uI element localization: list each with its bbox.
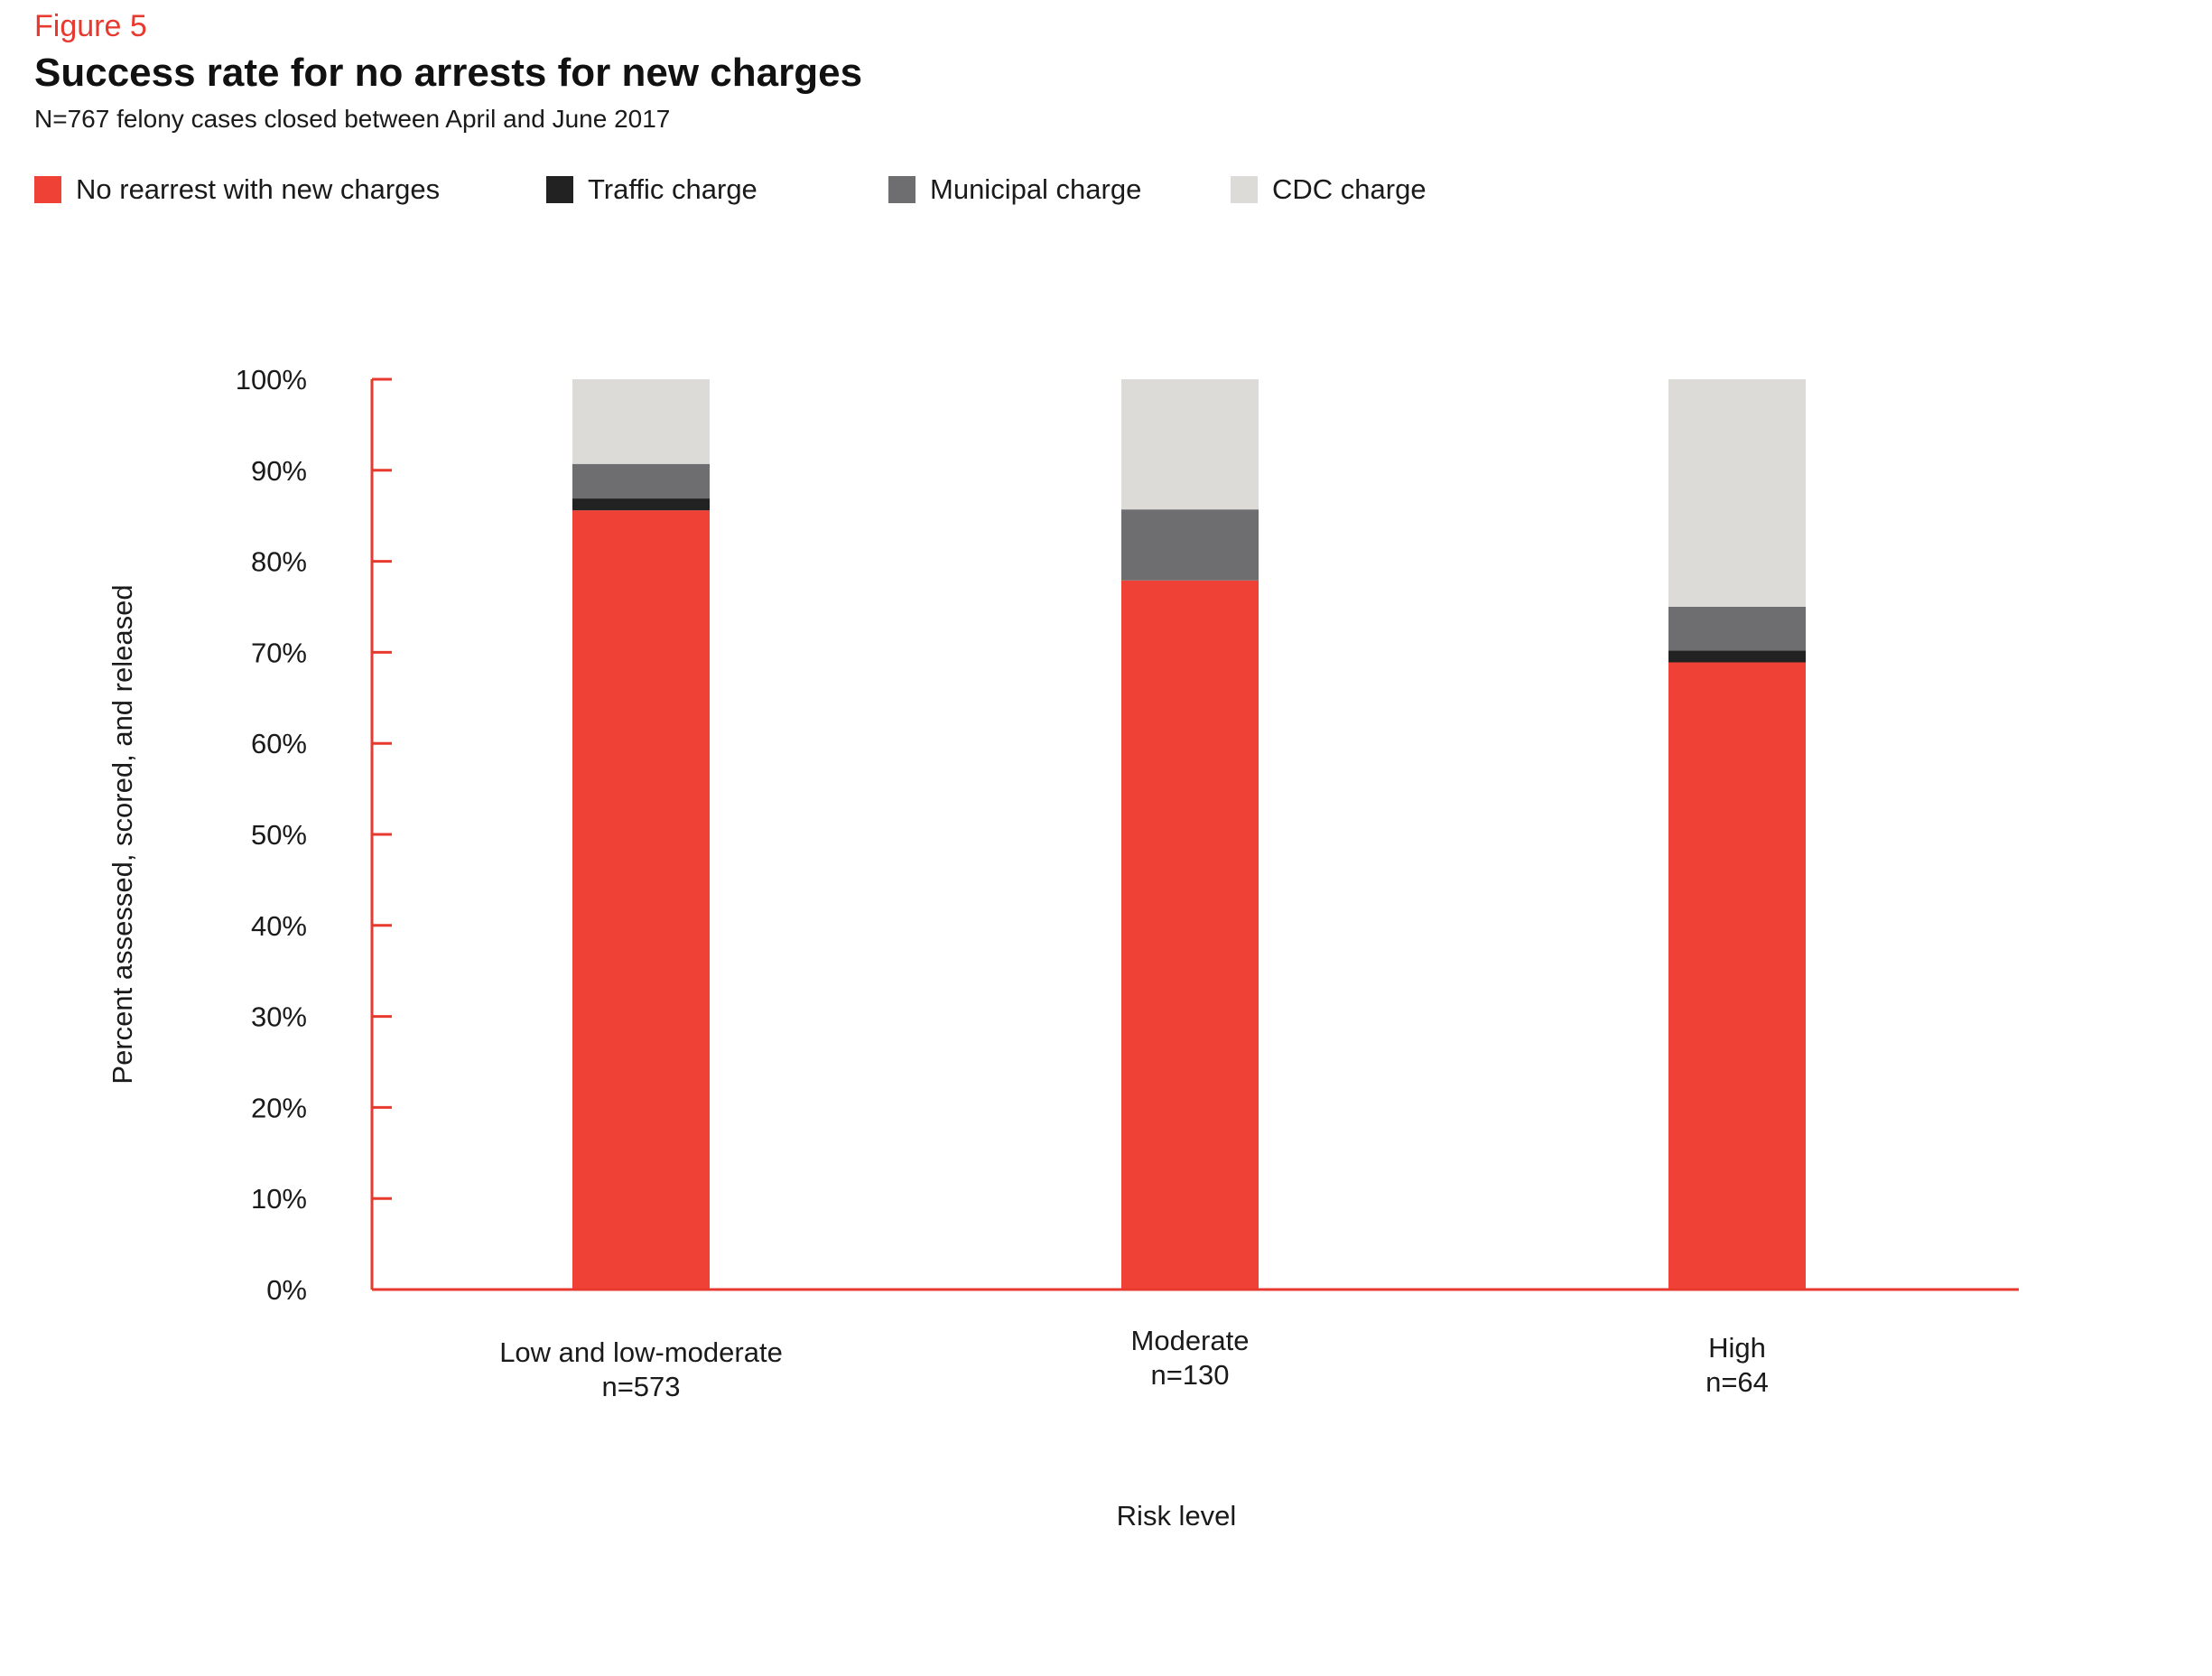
x-axis-title: Risk level bbox=[1117, 1500, 1237, 1532]
legend-item-traffic: Traffic charge bbox=[546, 172, 757, 208]
bar-segment bbox=[1121, 379, 1259, 510]
legend-swatch-traffic bbox=[546, 176, 573, 203]
y-tick-label: 0% bbox=[266, 1274, 307, 1306]
legend-swatch-municipal bbox=[888, 176, 915, 203]
bar-segment bbox=[572, 463, 710, 499]
bar-segment bbox=[572, 379, 710, 464]
y-tick-label: 100% bbox=[236, 364, 307, 396]
legend-swatch-no-rearrest bbox=[34, 176, 61, 203]
bar-segment bbox=[1668, 379, 1806, 607]
y-tick-label: 30% bbox=[251, 1001, 307, 1033]
bar-segment bbox=[572, 498, 710, 511]
chart-subtitle: N=767 felony cases closed between April … bbox=[34, 105, 671, 133]
legend-label-municipal: Municipal charge bbox=[930, 173, 1142, 205]
bar-segment bbox=[1121, 509, 1259, 581]
x-tick-label: Moderate bbox=[1131, 1325, 1250, 1356]
bar-segment bbox=[1668, 607, 1806, 651]
y-tick-label: 10% bbox=[251, 1183, 307, 1215]
y-tick-label: 40% bbox=[251, 910, 307, 942]
legend-item-cdc: CDC charge bbox=[1231, 172, 1427, 208]
legend-item-municipal: Municipal charge bbox=[888, 172, 1141, 208]
y-tick-label: 70% bbox=[251, 637, 307, 668]
legend-label-no-rearrest: No rearrest with new charges bbox=[76, 173, 441, 205]
x-tick-sample-size: n=130 bbox=[1150, 1359, 1229, 1391]
x-tick-sample-size: n=573 bbox=[601, 1371, 680, 1402]
x-tick-sample-size: n=64 bbox=[1705, 1366, 1769, 1398]
bar-segment bbox=[1121, 580, 1259, 1290]
bar-segment bbox=[1668, 650, 1806, 663]
bar-segment bbox=[1668, 662, 1806, 1290]
x-tick-label: Low and low-moderate bbox=[499, 1336, 783, 1368]
y-tick-label: 60% bbox=[251, 728, 307, 759]
legend-label-traffic: Traffic charge bbox=[588, 173, 757, 205]
y-axis-title: Percent assessed, scored, and released bbox=[107, 584, 138, 1084]
bar-segment bbox=[572, 510, 710, 1290]
x-tick-label: High bbox=[1708, 1332, 1766, 1364]
figure-label: Figure 5 bbox=[34, 9, 147, 43]
legend-label-cdc: CDC charge bbox=[1272, 173, 1427, 205]
y-tick-label: 90% bbox=[251, 455, 307, 487]
chart-legend: No rearrest with new charges Traffic cha… bbox=[34, 172, 1569, 208]
legend-item-no-rearrest: No rearrest with new charges bbox=[34, 172, 440, 208]
chart-title: Success rate for no arrests for new char… bbox=[34, 51, 863, 95]
y-tick-label: 20% bbox=[251, 1092, 307, 1123]
y-tick-label: 50% bbox=[251, 819, 307, 851]
y-tick-label: 80% bbox=[251, 546, 307, 578]
legend-swatch-cdc bbox=[1231, 176, 1258, 203]
